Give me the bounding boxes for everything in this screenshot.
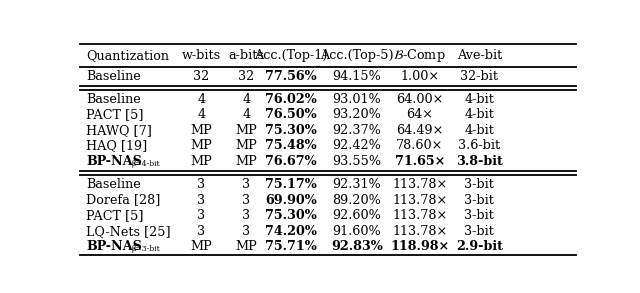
Text: 113.78×: 113.78×: [392, 194, 447, 207]
Text: 75.17%: 75.17%: [265, 178, 317, 191]
Text: w-bits: w-bits: [182, 49, 221, 62]
Text: 32: 32: [193, 70, 210, 83]
Text: 4-bit: 4-bit: [465, 124, 494, 137]
Text: Baseline: Baseline: [86, 93, 141, 106]
Text: 3: 3: [242, 194, 250, 207]
Text: 3: 3: [198, 178, 205, 191]
Text: 77.56%: 77.56%: [265, 70, 317, 83]
Text: 2.9-bit: 2.9-bit: [456, 240, 503, 253]
Text: 4-bit: 4-bit: [465, 93, 494, 106]
Text: PACT [5]: PACT [5]: [86, 108, 143, 121]
Text: LQ-Nets [25]: LQ-Nets [25]: [86, 225, 171, 238]
Text: 74.20%: 74.20%: [265, 225, 317, 238]
Text: 3-bit: 3-bit: [465, 194, 494, 207]
Text: 3: 3: [242, 225, 250, 238]
Text: β=4-bit: β=4-bit: [132, 160, 160, 168]
Text: 3.8-bit: 3.8-bit: [456, 155, 502, 168]
Text: 76.67%: 76.67%: [265, 155, 317, 168]
Text: 118.98×: 118.98×: [390, 240, 449, 253]
Text: 4: 4: [198, 108, 205, 121]
Text: 93.20%: 93.20%: [332, 108, 381, 121]
Text: HAQ [19]: HAQ [19]: [86, 139, 147, 152]
Text: 78.60×: 78.60×: [396, 139, 444, 152]
Text: a-bits: a-bits: [228, 49, 264, 62]
Text: 71.65×: 71.65×: [395, 155, 445, 168]
Text: 3-bit: 3-bit: [465, 178, 494, 191]
Text: 64.49×: 64.49×: [396, 124, 444, 137]
Text: 89.20%: 89.20%: [332, 194, 381, 207]
Text: 32: 32: [238, 70, 254, 83]
Text: Baseline: Baseline: [86, 178, 141, 191]
Text: MP: MP: [191, 240, 212, 253]
Text: 64×: 64×: [406, 108, 433, 121]
Text: 75.30%: 75.30%: [265, 209, 317, 222]
Text: 3: 3: [242, 209, 250, 222]
Text: BP-NAS: BP-NAS: [86, 155, 142, 168]
Text: HAWQ [7]: HAWQ [7]: [86, 124, 152, 137]
Text: 94.15%: 94.15%: [332, 70, 381, 83]
Text: 113.78×: 113.78×: [392, 209, 447, 222]
Text: Ave-bit: Ave-bit: [457, 49, 502, 62]
Text: 75.30%: 75.30%: [265, 124, 317, 137]
Text: MP: MP: [191, 155, 212, 168]
Text: 3-bit: 3-bit: [465, 225, 494, 238]
Text: BP-NAS: BP-NAS: [86, 240, 142, 253]
Text: 76.50%: 76.50%: [265, 108, 317, 121]
Text: 69.90%: 69.90%: [265, 194, 317, 207]
Text: 92.37%: 92.37%: [332, 124, 381, 137]
Text: 92.31%: 92.31%: [332, 178, 381, 191]
Text: 4: 4: [242, 108, 250, 121]
Text: MP: MP: [236, 139, 257, 152]
Text: 113.78×: 113.78×: [392, 225, 447, 238]
Text: MP: MP: [236, 155, 257, 168]
Text: 92.60%: 92.60%: [332, 209, 381, 222]
Text: Baseline: Baseline: [86, 70, 141, 83]
Text: 92.83%: 92.83%: [331, 240, 383, 253]
Text: MP: MP: [236, 124, 257, 137]
Text: 93.55%: 93.55%: [332, 155, 381, 168]
Text: $\mathcal{B}$-Comp: $\mathcal{B}$-Comp: [394, 47, 446, 64]
Text: PACT [5]: PACT [5]: [86, 209, 143, 222]
Text: 76.02%: 76.02%: [265, 93, 317, 106]
Text: 75.71%: 75.71%: [265, 240, 317, 253]
Text: 92.42%: 92.42%: [332, 139, 381, 152]
Text: β=3-bit: β=3-bit: [132, 245, 161, 253]
Text: 3: 3: [198, 194, 205, 207]
Text: 4-bit: 4-bit: [465, 108, 494, 121]
Text: MP: MP: [236, 240, 257, 253]
Text: 3: 3: [242, 178, 250, 191]
Text: 32-bit: 32-bit: [460, 70, 499, 83]
Text: 4: 4: [198, 93, 205, 106]
Text: MP: MP: [191, 139, 212, 152]
Text: 3: 3: [198, 225, 205, 238]
Text: 1.00×: 1.00×: [400, 70, 439, 83]
Text: 64.00×: 64.00×: [396, 93, 444, 106]
Text: 75.48%: 75.48%: [265, 139, 317, 152]
Text: 113.78×: 113.78×: [392, 178, 447, 191]
Text: 3: 3: [198, 209, 205, 222]
Text: 93.01%: 93.01%: [332, 93, 381, 106]
Text: 4: 4: [242, 93, 250, 106]
Text: 3-bit: 3-bit: [465, 209, 494, 222]
Text: 3.6-bit: 3.6-bit: [458, 139, 500, 152]
Text: Acc.(Top-5): Acc.(Top-5): [320, 49, 394, 62]
Text: Acc.(Top-1): Acc.(Top-1): [254, 49, 328, 62]
Text: Dorefa [28]: Dorefa [28]: [86, 194, 161, 207]
Text: 91.60%: 91.60%: [332, 225, 381, 238]
Text: Quantization: Quantization: [86, 49, 169, 62]
Text: MP: MP: [191, 124, 212, 137]
